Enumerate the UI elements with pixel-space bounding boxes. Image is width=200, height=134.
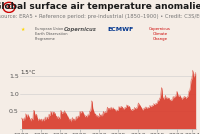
Text: European Union
Earth Observation
Programme: European Union Earth Observation Program… xyxy=(35,27,68,41)
Text: Copernicus
Climate
Change: Copernicus Climate Change xyxy=(149,27,171,41)
Text: Copernicus: Copernicus xyxy=(64,27,96,32)
Text: Data source: ERA5 • Reference period: pre-industrial (1850–1900) • Credit: C3S/E: Data source: ERA5 • Reference period: pr… xyxy=(0,14,200,19)
Text: Global surface air temperature anomalies: Global surface air temperature anomalies xyxy=(0,2,200,11)
Text: 1.5°C: 1.5°C xyxy=(20,70,35,75)
Text: C: C xyxy=(6,4,12,10)
Text: ★: ★ xyxy=(20,27,25,32)
Text: ECMWF: ECMWF xyxy=(107,27,133,32)
